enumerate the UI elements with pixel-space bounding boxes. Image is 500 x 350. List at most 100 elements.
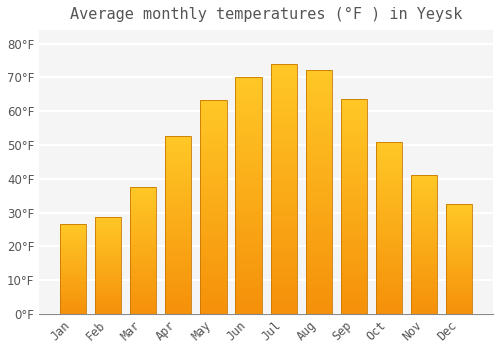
Bar [95,231,122,232]
Bar [411,279,438,281]
Bar [200,243,226,245]
Bar [236,226,262,229]
Bar [306,92,332,94]
Bar [411,261,438,262]
Bar [270,201,297,204]
Bar [165,287,192,289]
Bar [270,254,297,257]
Bar [165,273,192,275]
Bar [446,268,472,269]
Bar [411,243,438,245]
Bar [60,248,86,250]
Bar [306,106,332,109]
Bar [165,230,192,232]
Bar [60,257,86,258]
Bar [306,267,332,270]
Bar [200,145,226,147]
Bar [270,259,297,261]
Bar [200,115,226,117]
Bar [236,84,262,87]
Bar [340,307,367,310]
Bar [165,218,192,219]
Bar [446,270,472,271]
Bar [165,198,192,200]
Bar [340,144,367,146]
Bar [446,220,472,221]
Bar [236,77,262,314]
Bar [446,293,472,294]
Bar [236,229,262,231]
Bar [130,258,156,259]
Bar [270,114,297,116]
Bar [95,302,122,303]
Bar [95,303,122,304]
Bar [130,197,156,198]
Bar [130,241,156,243]
Bar [306,79,332,82]
Bar [376,254,402,255]
Bar [340,232,367,234]
Bar [95,288,122,289]
Bar [165,301,192,303]
Bar [446,265,472,266]
Bar [376,197,402,198]
Bar [60,262,86,263]
Bar [446,275,472,276]
Bar [165,196,192,198]
Bar [130,277,156,278]
Bar [446,281,472,282]
Bar [340,211,367,213]
Bar [165,143,192,145]
Bar [340,131,367,133]
Bar [446,212,472,213]
Bar [130,187,156,314]
Bar [95,265,122,266]
Bar [60,244,86,245]
Bar [165,168,192,170]
Bar [130,228,156,229]
Bar [446,255,472,256]
Bar [236,208,262,210]
Bar [200,231,226,233]
Bar [130,210,156,211]
Bar [200,111,226,113]
Bar [376,154,402,155]
Bar [95,239,122,240]
Bar [200,128,226,130]
Bar [411,220,438,221]
Bar [340,213,367,215]
Bar [130,287,156,288]
Bar [411,224,438,225]
Bar [200,136,226,139]
Bar [200,239,226,241]
Bar [200,164,226,166]
Bar [60,273,86,274]
Bar [411,292,438,293]
Bar [95,242,122,243]
Bar [446,240,472,241]
Bar [95,295,122,296]
Bar [60,247,86,248]
Bar [236,259,262,262]
Bar [306,155,332,158]
Bar [270,261,297,264]
Bar [165,162,192,164]
Bar [95,250,122,251]
Bar [60,302,86,303]
Bar [376,155,402,157]
Bar [200,295,226,297]
Bar [165,257,192,259]
Bar [270,181,297,184]
Bar [340,161,367,163]
Bar [376,267,402,269]
Bar [95,313,122,314]
Bar [270,66,297,69]
Bar [446,310,472,312]
Bar [200,284,226,286]
Bar [340,249,367,251]
Bar [95,243,122,244]
Bar [446,231,472,232]
Bar [130,262,156,263]
Bar [95,254,122,256]
Bar [270,166,297,169]
